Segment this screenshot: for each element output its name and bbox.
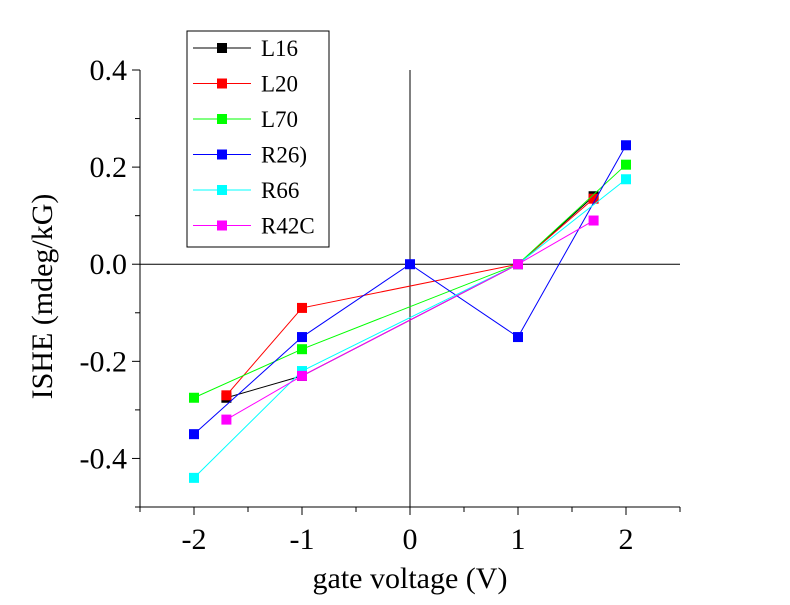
data-point — [405, 259, 415, 270]
y-tick-label: 0.0 — [90, 248, 128, 281]
legend-entry: L16 — [193, 36, 298, 61]
legend-swatch-marker — [217, 220, 227, 231]
data-point — [588, 193, 599, 204]
legend-entry: L70 — [193, 107, 298, 132]
series-line — [226, 220, 594, 421]
x-tick-label: 2 — [619, 523, 634, 556]
legend-label: R42C — [261, 214, 315, 239]
series-line — [193, 178, 627, 479]
legend-entry: R26) — [193, 143, 307, 168]
x-tick-label: 1 — [511, 523, 526, 556]
data-point — [621, 140, 631, 151]
legend-box — [186, 30, 330, 248]
series-line — [193, 164, 627, 399]
axis-ticks: -2 -1 0 1 2 -0.4 -0.2 0.0 0.2 0.4 — [80, 54, 681, 556]
legend-label: L70 — [261, 107, 298, 132]
y-tick-label: 0.2 — [90, 151, 128, 184]
y-tick-label: -0.4 — [80, 442, 128, 475]
legend-entry: R42C — [193, 214, 315, 239]
data-point — [297, 370, 307, 381]
data-point — [588, 215, 599, 226]
data-point — [513, 332, 523, 343]
legend-label: R66 — [261, 178, 299, 203]
data-point — [189, 392, 199, 403]
data-point — [189, 472, 199, 483]
legend-label: L16 — [261, 36, 298, 61]
series-layer — [189, 140, 631, 483]
legend-label: R26) — [261, 143, 307, 168]
data-point — [221, 414, 232, 425]
x-tick-label: -2 — [182, 523, 207, 556]
series-r26 — [189, 140, 631, 440]
legend-label: L20 — [261, 72, 298, 97]
series-r42c — [221, 215, 599, 425]
legend-swatch-marker — [217, 78, 227, 89]
y-tick-label: -0.2 — [80, 345, 128, 378]
legend-swatch-marker — [217, 43, 227, 53]
y-axis-title: ISHE (mdeg/kG) — [26, 194, 59, 400]
data-point — [221, 390, 232, 401]
data-point — [297, 332, 307, 343]
legend-swatch-marker — [217, 185, 227, 195]
data-point — [621, 159, 631, 170]
data-point — [513, 259, 523, 270]
legend-entry: L20 — [193, 72, 298, 97]
x-tick-label: 0 — [403, 523, 418, 556]
legend-entry: R66 — [193, 178, 299, 203]
data-point — [297, 344, 307, 355]
y-tick-label: 0.4 — [90, 54, 128, 87]
series-line — [226, 198, 594, 396]
data-point — [189, 429, 199, 440]
legend-swatch-marker — [217, 114, 227, 124]
x-axis-title: gate voltage (V) — [313, 562, 508, 595]
x-tick-label: -1 — [290, 523, 315, 556]
legend: L16 L20 L70 R26) R66 R42C — [186, 30, 330, 248]
legend-swatch-marker — [217, 149, 227, 160]
data-point — [297, 302, 307, 313]
data-point — [621, 174, 631, 185]
